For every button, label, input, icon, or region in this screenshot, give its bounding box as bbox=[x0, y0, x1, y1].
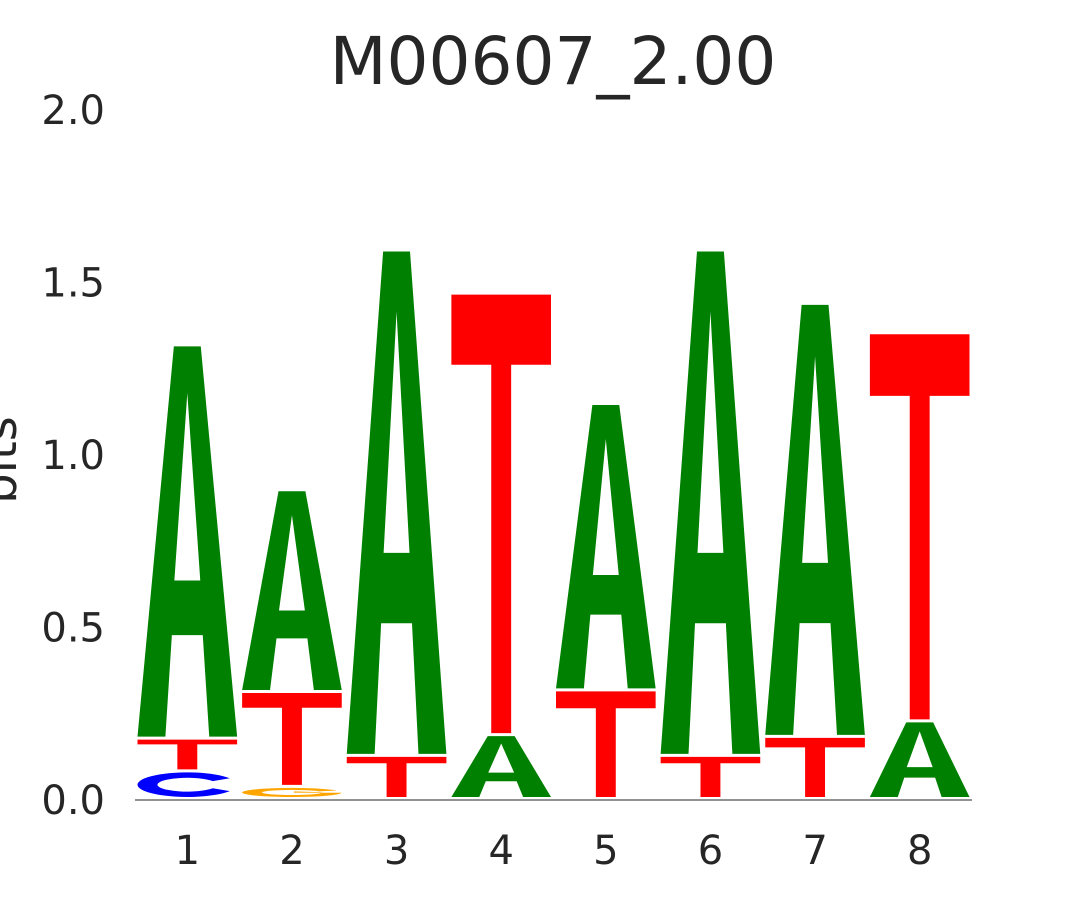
letter-a-glyph bbox=[346, 251, 447, 754]
x-tick-label: 3 bbox=[384, 828, 409, 874]
letter-a-glyph bbox=[765, 304, 865, 735]
logo-column bbox=[451, 294, 551, 797]
letter-t-glyph bbox=[556, 691, 656, 797]
letter-c-glyph bbox=[137, 772, 230, 797]
letter-a-glyph bbox=[556, 404, 656, 689]
y-axis-label: bits bbox=[0, 416, 28, 504]
y-tick-label: 1.0 bbox=[41, 433, 105, 479]
letter-a-glyph bbox=[451, 736, 551, 797]
y-tick-label: 2.0 bbox=[41, 88, 105, 134]
logo-column bbox=[137, 346, 238, 797]
letter-a-glyph bbox=[869, 722, 970, 797]
x-tick-label: 2 bbox=[279, 828, 304, 874]
letter-a-glyph bbox=[137, 346, 238, 737]
logo-column bbox=[869, 334, 970, 797]
logo-column bbox=[765, 304, 865, 797]
letter-t-glyph bbox=[869, 334, 970, 720]
logo-column bbox=[556, 404, 656, 797]
letter-t-glyph bbox=[346, 756, 447, 797]
x-tick-label: 1 bbox=[175, 828, 200, 874]
logo-stacks bbox=[137, 251, 970, 798]
logo-column bbox=[242, 491, 342, 798]
letter-g-glyph bbox=[242, 787, 342, 798]
x-tick-label: 7 bbox=[802, 828, 827, 874]
letter-t-glyph bbox=[242, 693, 342, 785]
y-tick-label: 1.5 bbox=[41, 261, 105, 307]
x-tick-label: 5 bbox=[593, 828, 618, 874]
y-tick-label: 0.0 bbox=[41, 778, 105, 824]
y-tick-label: 0.5 bbox=[41, 606, 105, 652]
chart-title: M00607_2.00 bbox=[330, 23, 777, 100]
x-tick-label: 4 bbox=[488, 828, 513, 874]
letter-t-glyph bbox=[765, 737, 865, 797]
logo-column bbox=[346, 251, 447, 797]
x-tick-label: 6 bbox=[698, 828, 723, 874]
letter-a-glyph bbox=[242, 491, 342, 691]
letter-t-glyph bbox=[137, 739, 238, 770]
letter-t-glyph bbox=[451, 294, 551, 734]
logo-column bbox=[660, 251, 761, 797]
letter-a-glyph bbox=[660, 251, 761, 754]
x-tick-label: 8 bbox=[907, 828, 932, 874]
x-tick-labels: 1 2 3 4 5 6 7 8 bbox=[175, 828, 933, 874]
y-tick-labels: 0.0 0.5 1.0 1.5 2.0 bbox=[41, 88, 105, 824]
letter-t-glyph bbox=[660, 756, 761, 797]
